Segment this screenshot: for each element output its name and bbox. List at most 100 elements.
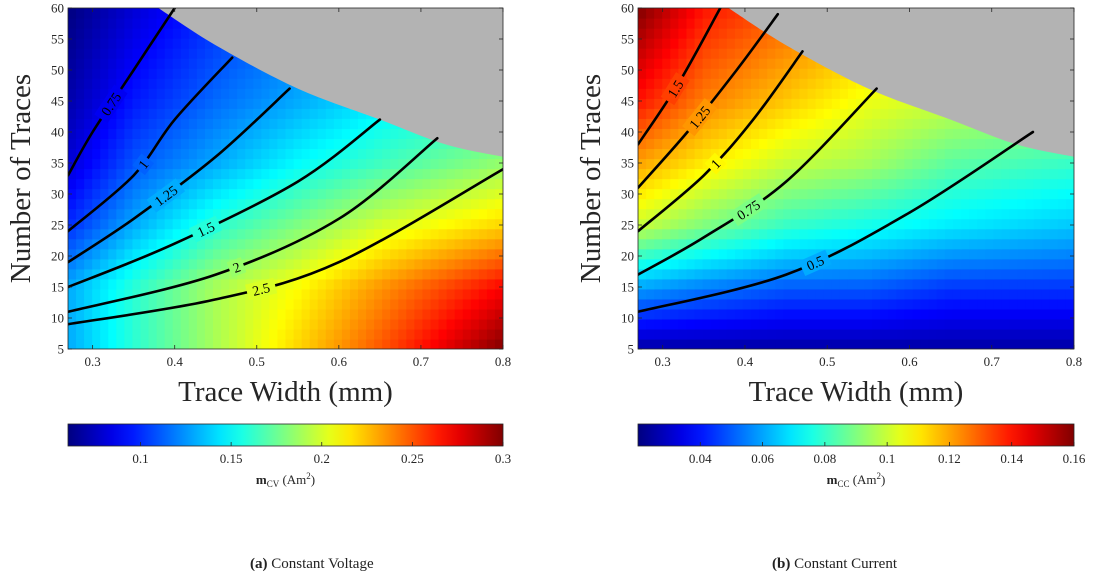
colorbar-tick-label: 0.1 — [879, 451, 895, 466]
heatmap-cell — [864, 188, 873, 200]
heatmap-cell — [486, 248, 496, 260]
heatmap-cell — [936, 328, 946, 340]
heatmap-cell — [84, 318, 93, 330]
heatmap-cell — [188, 158, 198, 170]
heatmap-cell — [977, 168, 986, 180]
heatmap-cell — [1065, 258, 1074, 270]
heatmap-cell — [654, 58, 663, 69]
heatmap-cell — [309, 278, 319, 290]
heatmap-cell — [912, 158, 922, 170]
heatmap-cell — [92, 178, 101, 190]
heatmap-cell — [751, 128, 760, 139]
heatmap-cell — [124, 198, 134, 210]
heatmap-cell — [229, 78, 238, 89]
heatmap-cell — [638, 148, 647, 160]
heatmap-cell — [912, 148, 922, 160]
heatmap-cell — [799, 248, 809, 260]
heatmap-cell — [977, 228, 986, 240]
heatmap-cell — [726, 68, 736, 79]
heatmap-cell — [1017, 208, 1027, 220]
heatmap-cell — [124, 38, 134, 49]
heatmap-cell — [213, 208, 222, 220]
heatmap-cell — [654, 148, 663, 160]
heatmap-cell — [1017, 288, 1027, 300]
heatmap-cell — [253, 258, 262, 270]
heatmap-cell — [180, 218, 190, 230]
heatmap-cell — [710, 298, 720, 310]
heatmap-cell — [880, 138, 889, 150]
heatmap-cell — [904, 198, 914, 210]
heatmap-cell — [140, 298, 150, 310]
heatmap-cell — [213, 248, 222, 260]
heatmap-cell — [686, 248, 696, 260]
heatmap-cell — [92, 258, 101, 270]
heatmap-cell — [759, 78, 768, 89]
heatmap-cell — [896, 148, 906, 160]
heatmap-cell — [293, 298, 303, 310]
heatmap-cell — [993, 328, 1002, 340]
heatmap-cell — [896, 138, 906, 150]
heatmap-cell — [462, 288, 472, 300]
heatmap-cell — [124, 208, 134, 220]
heatmap-cell — [164, 208, 174, 220]
heatmap-cell — [422, 218, 432, 230]
heatmap-cell — [349, 138, 359, 150]
heatmap-cell — [132, 208, 142, 220]
heatmap-cell — [726, 278, 736, 290]
heatmap-cell — [751, 228, 760, 240]
heatmap-cell — [325, 288, 335, 300]
heatmap-cell — [759, 158, 768, 170]
heatmap-cell — [702, 238, 712, 250]
heatmap-cell — [823, 78, 833, 89]
heatmap-cell — [960, 318, 970, 330]
heatmap-cell — [718, 258, 728, 270]
heatmap-cell — [1017, 298, 1027, 310]
heatmap-cell — [277, 268, 287, 280]
heatmap-cell — [140, 248, 150, 260]
heatmap-cell — [815, 328, 825, 340]
heatmap-cell — [912, 218, 922, 230]
heatmap-cell — [686, 318, 696, 330]
heatmap-cell — [446, 278, 456, 290]
contour-label-background — [660, 72, 690, 106]
heatmap-cell — [977, 188, 986, 200]
heatmap-cell — [960, 188, 970, 200]
heatmap-cell — [204, 168, 214, 180]
heatmap-cell — [815, 188, 825, 200]
heatmap-cell — [156, 98, 166, 109]
heatmap-cell — [76, 138, 85, 150]
heatmap-cell — [229, 168, 238, 180]
heatmap-cell — [993, 338, 1002, 349]
heatmap-cell — [759, 88, 768, 99]
heatmap-cell — [341, 108, 351, 119]
heatmap-cell — [726, 218, 736, 230]
heatmap-cell — [196, 158, 206, 170]
heatmap-cell — [172, 108, 182, 119]
heatmap-cell — [253, 188, 262, 200]
heatmap-cell — [317, 208, 327, 220]
heatmap-cell — [960, 278, 970, 290]
heatmap-cell — [422, 178, 432, 190]
heatmap-cell — [985, 338, 994, 349]
plot-frame — [67, 7, 504, 350]
heatmap-cell — [221, 158, 230, 170]
heatmap-cell — [454, 298, 464, 310]
colorbar-tick-label: 0.14 — [1000, 451, 1023, 466]
heatmap-cell — [856, 128, 865, 139]
heatmap-cell — [920, 108, 930, 119]
heatmap-cell — [301, 88, 311, 99]
heatmap-cell — [180, 178, 190, 190]
heatmap-cell — [815, 278, 825, 290]
heatmap-cell — [221, 268, 230, 280]
y-tick-label: 50 — [621, 63, 634, 78]
heatmap-cell — [148, 298, 158, 310]
heatmap-cell — [686, 28, 696, 39]
heatmap-cell — [985, 328, 994, 340]
heatmap-cell — [494, 268, 503, 280]
heatmap-cell — [108, 158, 117, 170]
heatmap-cell — [317, 288, 327, 300]
heatmap-cell — [710, 318, 720, 330]
heatmap-cell — [454, 338, 464, 349]
heatmap-cell — [662, 128, 671, 139]
heatmap-cell — [100, 248, 109, 260]
